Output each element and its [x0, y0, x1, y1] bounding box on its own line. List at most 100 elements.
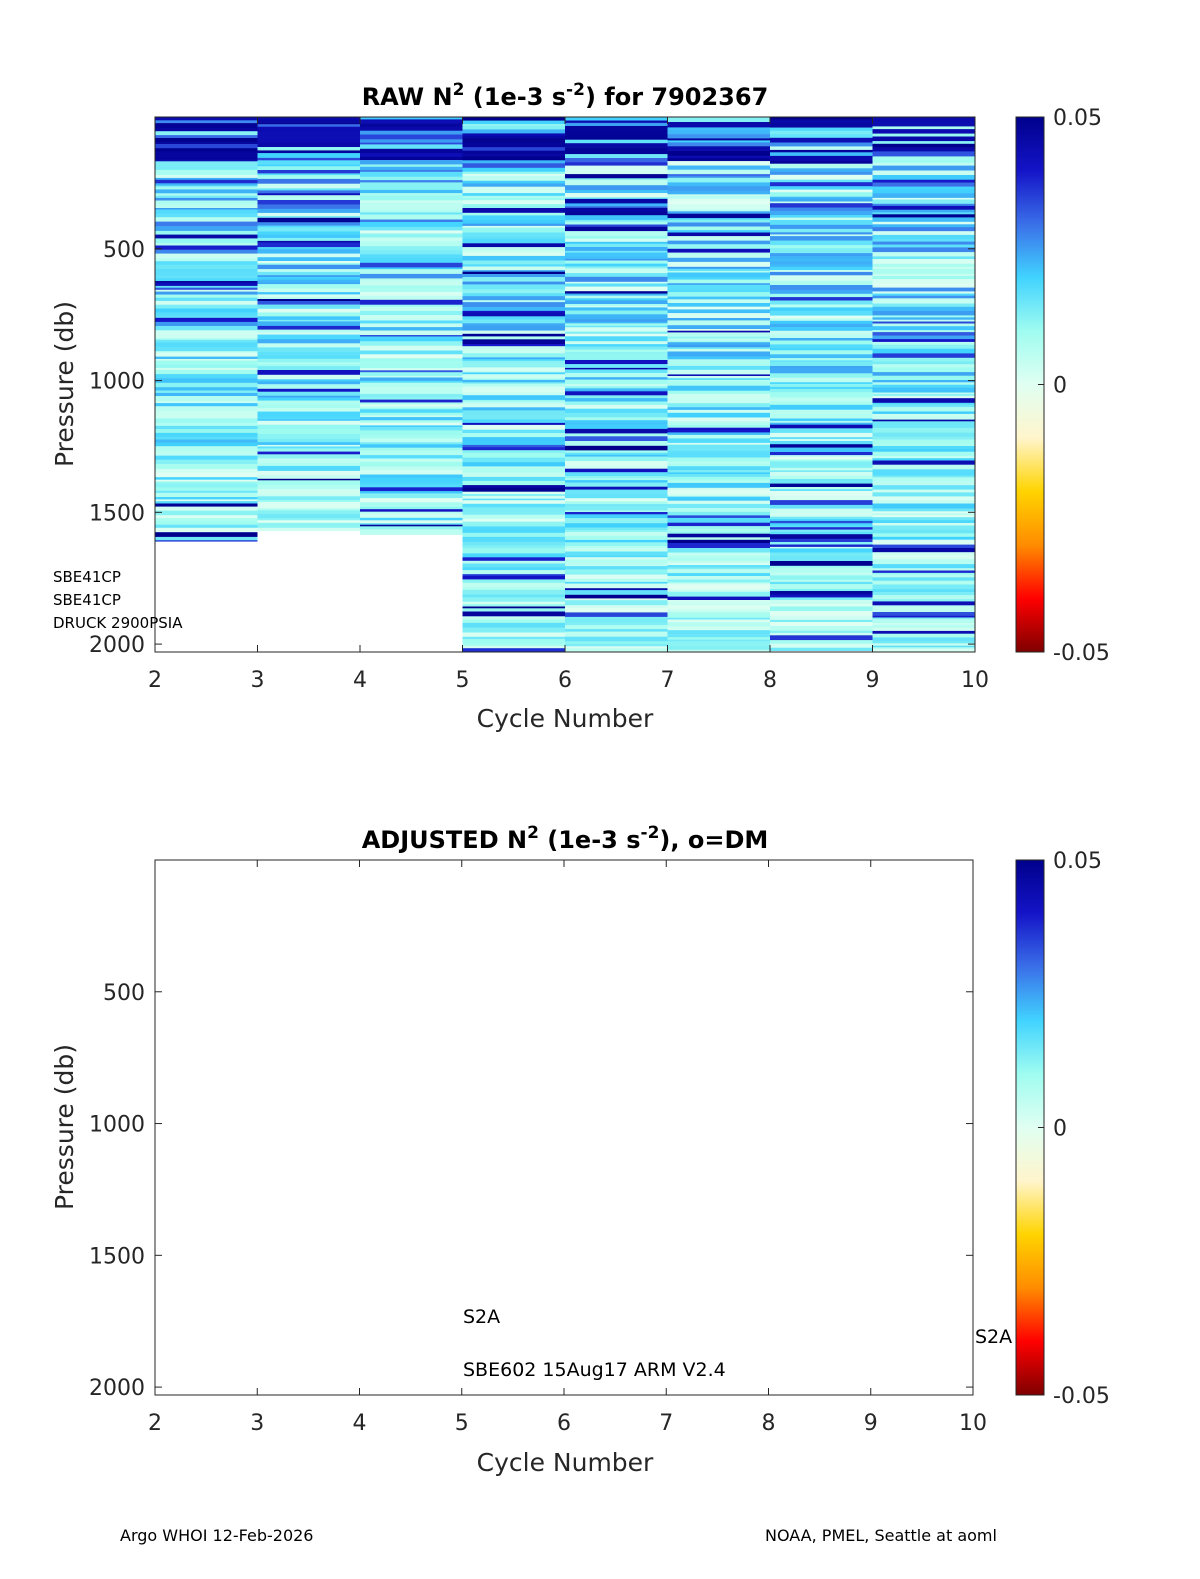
heatmap-stripe: [155, 477, 258, 480]
heatmap-stripe: [667, 213, 770, 219]
heatmap-stripe: [565, 203, 668, 207]
heatmap-stripe: [360, 278, 463, 281]
heatmap-stripe: [565, 215, 668, 221]
heatmap-stripe: [257, 321, 360, 327]
heatmap-stripe: [565, 379, 668, 385]
heatmap-stripe: [770, 127, 873, 132]
heatmap-stripe: [872, 311, 975, 316]
heatmap-stripe: [155, 406, 258, 411]
heatmap-stripe: [462, 480, 565, 486]
heatmap-stripe: [462, 195, 565, 199]
heatmap-stripe: [770, 424, 873, 429]
heatmap-stripe: [770, 579, 873, 583]
heatmap-stripe: [155, 400, 258, 404]
heatmap-stripe: [770, 160, 873, 165]
heatmap-stripe: [667, 496, 770, 499]
heatmap-stripe: [667, 125, 770, 128]
heatmap-stripe: [462, 611, 565, 617]
heatmap-stripe: [155, 161, 258, 167]
heatmap-stripe: [770, 323, 873, 328]
heatmap-stripe: [565, 349, 668, 353]
heatmap-stripe: [462, 155, 565, 159]
heatmap-stripe: [565, 480, 668, 483]
heatmap-stripe: [667, 474, 770, 478]
heatmap-stripe: [462, 447, 565, 451]
heatmap-stripe: [360, 295, 463, 301]
adjusted-annotation-1: S2A: [463, 1306, 500, 1328]
heatmap-stripe: [872, 451, 975, 457]
heatmap-stripe: [667, 619, 770, 623]
x-tick-label: 2: [148, 1411, 162, 1436]
heatmap-stripe: [462, 307, 565, 312]
heatmap-stripe: [872, 517, 975, 521]
heatmap-stripe: [872, 568, 975, 571]
heatmap-stripe: [872, 129, 975, 134]
heatmap-stripe: [667, 500, 770, 505]
heatmap-stripe: [257, 216, 360, 219]
heatmap-stripe: [462, 563, 565, 568]
heatmap-stripe: [462, 135, 565, 140]
heatmap-stripe: [667, 450, 770, 453]
heatmap-stripe: [667, 489, 770, 495]
heatmap-stripe: [155, 359, 258, 361]
heatmap-stripe: [257, 439, 360, 443]
heatmap-column: [872, 117, 975, 653]
heatmap-stripe: [257, 160, 360, 165]
heatmap-stripe: [872, 416, 975, 420]
heatmap-stripe: [462, 239, 565, 244]
heatmap-stripe: [462, 386, 565, 391]
heatmap-stripe: [872, 367, 975, 373]
heatmap-stripe: [770, 389, 873, 393]
heatmap-stripe: [462, 526, 565, 529]
heatmap-stripe: [872, 436, 975, 440]
heatmap-stripe: [155, 185, 258, 188]
heatmap-stripe: [565, 559, 668, 564]
heatmap-stripe: [360, 435, 463, 439]
heatmap-stripe: [462, 212, 565, 216]
heatmap-stripe: [770, 432, 873, 438]
heatmap-stripe: [872, 623, 975, 625]
heatmap-stripe: [872, 395, 975, 399]
heatmap-stripe: [872, 443, 975, 447]
heatmap-stripe: [770, 491, 873, 496]
heatmap-stripe: [872, 485, 975, 490]
heatmap-stripe: [565, 594, 668, 599]
heatmap-stripe: [872, 339, 975, 343]
heatmap-stripe: [360, 350, 463, 355]
heatmap-stripe: [462, 392, 565, 396]
heatmap-stripe: [257, 284, 360, 288]
heatmap-stripe: [565, 243, 668, 248]
heatmap-stripe: [872, 548, 975, 553]
heatmap-stripe: [872, 496, 975, 501]
heatmap-stripe: [360, 377, 463, 382]
x-tick-label: 5: [455, 1411, 469, 1436]
heatmap-stripe: [770, 584, 873, 590]
heatmap-stripe: [360, 171, 463, 178]
heatmap-stripe: [565, 258, 668, 261]
heatmap-stripe: [360, 370, 463, 373]
heatmap-stripe: [155, 234, 258, 239]
heatmap-stripe: [360, 160, 463, 165]
raw-colorbar: 0.05 0 -0.05: [1015, 106, 1110, 666]
heatmap-stripe: [565, 598, 668, 601]
heatmap-stripe: [257, 175, 360, 177]
heatmap-stripe: [565, 151, 668, 155]
heatmap-stripe: [872, 597, 975, 600]
heatmap-stripe: [770, 119, 873, 124]
heatmap-stripe: [872, 193, 975, 199]
heatmap-stripe: [565, 408, 668, 414]
heatmap-stripe: [770, 643, 873, 649]
heatmap-stripe: [360, 148, 463, 154]
heatmap-stripe: [257, 299, 360, 302]
heatmap-stripe: [667, 494, 770, 497]
heatmap-stripe: [565, 562, 668, 567]
heatmap-stripe: [770, 203, 873, 208]
heatmap-stripe: [667, 571, 770, 574]
heatmap-stripe: [667, 191, 770, 195]
heatmap-stripe: [155, 148, 258, 152]
heatmap-stripe: [360, 170, 463, 173]
heatmap-stripe: [360, 409, 463, 414]
heatmap-stripe: [155, 315, 258, 319]
heatmap-stripe: [667, 515, 770, 519]
heatmap-stripe: [667, 309, 770, 314]
